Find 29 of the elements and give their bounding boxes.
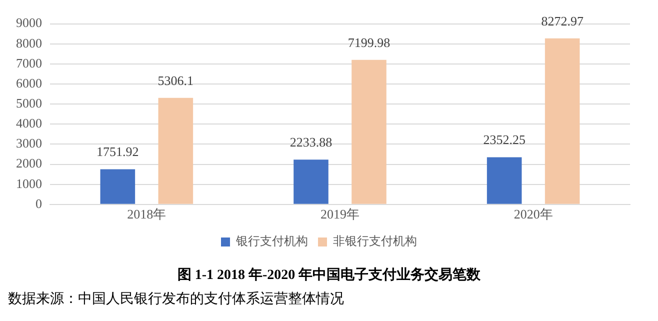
y-tick-label: 2000 [16, 156, 42, 171]
y-tick-label: 7000 [16, 55, 42, 70]
legend-label: 非银行支付机构 [333, 234, 417, 248]
x-tick-label: 2018年 [127, 206, 166, 222]
data-label: 7199.98 [348, 34, 390, 50]
y-tick-label: 0 [36, 196, 42, 211]
y-tick-label: 6000 [16, 75, 42, 90]
bar [294, 160, 328, 204]
x-tick-label: 2019年 [320, 206, 360, 222]
bar [352, 60, 386, 204]
data-label: 8272.97 [541, 13, 584, 28]
bar [486, 157, 522, 204]
data-label: 2352.25 [483, 132, 526, 148]
y-tick-label: 9000 [16, 15, 42, 30]
source-note: 数据来源：中国人民银行发布的支付体系运营整体情况 [8, 290, 345, 308]
legend-label: 银行支付机构 [235, 234, 308, 248]
y-tick-label: 8000 [16, 35, 42, 50]
y-tick-label: 4000 [16, 116, 42, 131]
bar [100, 169, 136, 204]
bar [158, 98, 194, 204]
x-tick-label: 2020年 [514, 206, 553, 222]
bar [544, 38, 580, 204]
data-label: 1751.92 [96, 144, 139, 160]
y-tick-label: 3000 [16, 136, 42, 151]
y-tick-label: 1000 [16, 176, 42, 191]
data-label: 5306.1 [158, 72, 194, 88]
text: 图 1-1 2018 年-2020 年中国电子支付业务交易笔数 [176, 266, 482, 284]
data-label: 2233.88 [290, 134, 332, 150]
y-tick-label: 5000 [16, 95, 42, 110]
